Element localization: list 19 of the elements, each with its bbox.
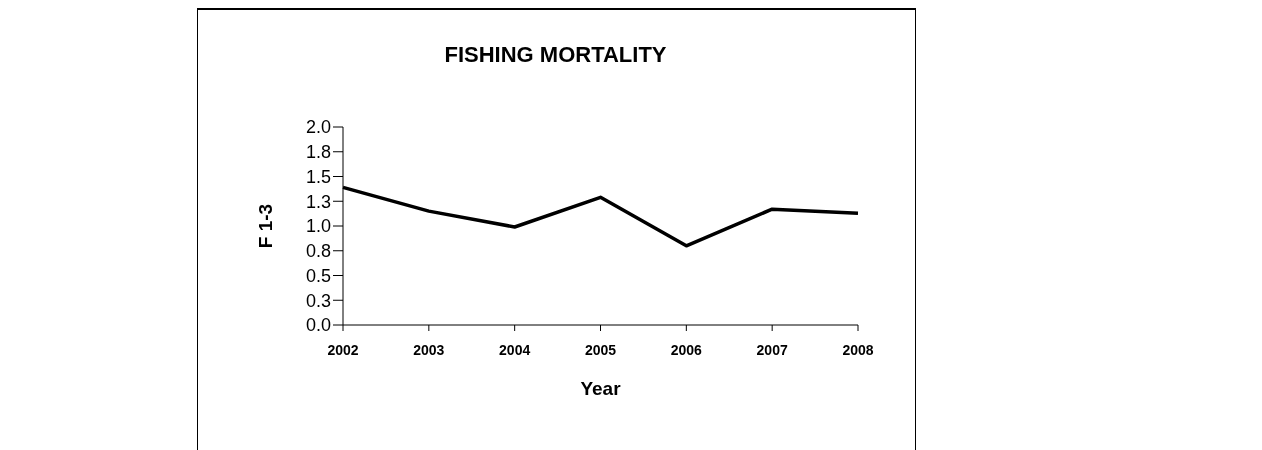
chart-title: FISHING MORTALITY: [443, 42, 668, 68]
y-axis-title: F 1-3: [254, 203, 276, 249]
x-tick-label: 2004: [499, 341, 531, 358]
x-axis-title: Year: [580, 378, 622, 399]
x-tick-label: 2006: [670, 341, 703, 358]
y-tick-label: 0.0: [305, 315, 331, 336]
x-tick-label: 2007: [756, 341, 788, 358]
y-tick-label: 1.5: [305, 166, 331, 187]
x-tick-label: 2002: [327, 341, 359, 358]
y-tick-label: 0.3: [305, 290, 331, 311]
y-tick-label: 0.5: [305, 265, 331, 286]
x-tick-label: 2003: [413, 341, 445, 358]
y-tick-label: 0.8: [305, 241, 331, 262]
y-tick-label: 1.8: [305, 142, 331, 163]
y-tick-label: 2.0: [305, 117, 331, 138]
x-tick-label: 2008: [842, 341, 874, 358]
y-tick-label: 1.0: [305, 216, 331, 237]
x-tick-label: 2005: [584, 341, 617, 358]
y-tick-label: 1.3: [305, 191, 331, 212]
